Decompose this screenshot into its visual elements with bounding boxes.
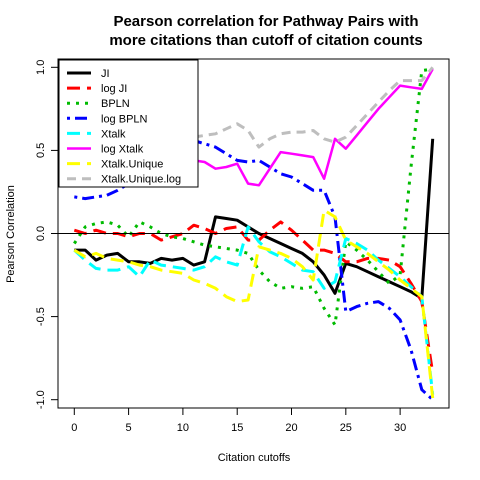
y-axis-label: Pearson Correlation xyxy=(5,185,17,283)
x-tick-label: 25 xyxy=(340,422,352,434)
legend-label-4: Xtalk xyxy=(101,128,126,140)
y-tick-label: -1.0 xyxy=(35,390,47,409)
series-line-7 xyxy=(74,66,434,149)
legend-label-5: log Xtalk xyxy=(101,144,144,156)
x-tick-label: 10 xyxy=(177,422,189,434)
legend-label-6: Xtalk.Unique xyxy=(101,159,163,171)
chart-title: Pearson correlation for Pathway Pairs wi… xyxy=(113,13,418,30)
x-tick-label: 5 xyxy=(126,422,132,434)
legend-label-7: Xtalk.Unique.log xyxy=(101,174,181,186)
x-axis-label: Citation cutoffs xyxy=(218,452,291,464)
legend-label-1: log JI xyxy=(101,83,127,95)
series-line-0 xyxy=(74,138,435,300)
x-axis: 0 5 10 15 20 25 30 xyxy=(71,407,406,434)
x-tick-label: 0 xyxy=(71,422,77,434)
legend: JI log JI BPLN log BPLN Xtalk log Xtalk Xtalk.… xyxy=(58,59,199,188)
x-tick-label: 20 xyxy=(285,422,297,434)
y-tick-label: 0.0 xyxy=(35,226,47,241)
legend-label-2: BPLN xyxy=(101,98,130,110)
series-line-1 xyxy=(73,220,435,374)
legend-label-3: log BPLN xyxy=(101,113,148,125)
series-line-6 xyxy=(73,208,435,399)
y-tick-label: 1.0 xyxy=(35,60,47,75)
y-tick-label: -0.5 xyxy=(35,307,47,326)
x-tick-label: 15 xyxy=(231,422,243,434)
legend-box xyxy=(58,59,199,188)
series-layer xyxy=(73,66,435,401)
chart-subtitle: more citations than cutoff of citation c… xyxy=(109,32,422,49)
series-line-4 xyxy=(73,225,435,395)
legend-label-0: JI xyxy=(101,68,110,80)
x-tick-label: 30 xyxy=(394,422,406,434)
y-axis: -1.0 -0.5 0.0 0.5 1.0 xyxy=(35,60,59,409)
y-tick-label: 0.5 xyxy=(35,143,47,158)
